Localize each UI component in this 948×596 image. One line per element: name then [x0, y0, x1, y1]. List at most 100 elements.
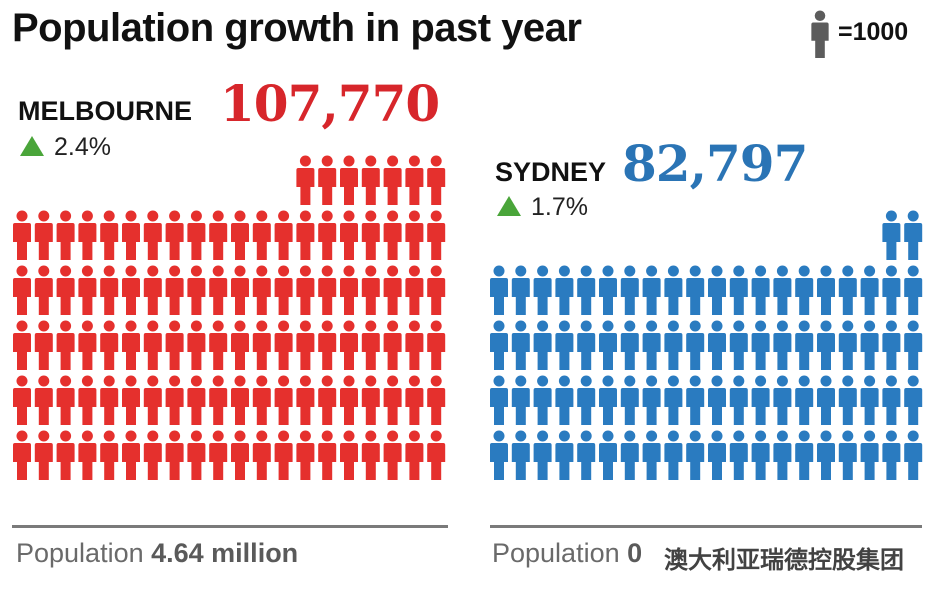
person-icon [56, 375, 75, 425]
person-icon [340, 155, 358, 205]
person-icon [838, 430, 857, 480]
person-icon [361, 210, 380, 260]
person-icon [318, 265, 337, 315]
person-icon [296, 375, 315, 425]
person-icon [882, 320, 901, 370]
person-icon [811, 10, 829, 58]
person-icon [860, 430, 879, 480]
person-icon [405, 320, 424, 370]
divider-sydney [490, 525, 922, 528]
person-icon [78, 375, 97, 425]
person-icon [686, 430, 705, 480]
person-icon [751, 375, 770, 425]
person-icon [231, 375, 249, 425]
person-icon [296, 265, 315, 315]
person-icon [187, 265, 206, 315]
growth-change-sydney: 1.7% [497, 193, 588, 222]
person-icon [274, 430, 293, 480]
person-icon [511, 265, 530, 315]
person-icon [427, 430, 446, 480]
person-icon [708, 430, 726, 480]
person-icon [664, 375, 683, 425]
person-icon [296, 320, 315, 370]
person-icon [165, 210, 184, 260]
person-icon [405, 210, 424, 260]
person-icon [13, 375, 31, 425]
person-icon [78, 320, 97, 370]
person-icon [122, 375, 140, 425]
person-icon [252, 210, 271, 260]
person-icon [599, 265, 617, 315]
person-icon [143, 210, 162, 260]
person-icon [187, 375, 206, 425]
population-melbourne: Population 4.64 million [16, 538, 298, 569]
person-icon [664, 320, 683, 370]
up-triangle-icon [20, 136, 44, 156]
person-icon [729, 320, 748, 370]
series-sydney [490, 210, 923, 480]
person-icon [405, 265, 424, 315]
person-icon [599, 320, 617, 370]
population-label: Population [16, 538, 144, 568]
person-icon [100, 210, 119, 260]
person-icon [318, 320, 337, 370]
person-icon [708, 320, 726, 370]
growth-value-sydney: 82,797 [622, 134, 808, 193]
growth-change-melbourne: 2.4% [20, 133, 111, 162]
person-icon [296, 430, 315, 480]
person-icon [511, 320, 530, 370]
person-icon [340, 430, 358, 480]
person-icon [56, 320, 75, 370]
person-icon [751, 320, 770, 370]
population-sydney: Population 0 [492, 538, 642, 569]
person-icon [296, 155, 315, 205]
person-icon [252, 430, 271, 480]
person-icon [427, 155, 446, 205]
person-icon [13, 265, 31, 315]
person-icon [340, 320, 358, 370]
person-icon [620, 320, 639, 370]
person-icon [405, 375, 424, 425]
person-icon [708, 375, 726, 425]
person-icon [274, 265, 293, 315]
person-icon [751, 265, 770, 315]
person-icon [686, 375, 705, 425]
person-icon [187, 320, 206, 370]
person-icon [904, 430, 923, 480]
person-icon [274, 375, 293, 425]
person-icon [231, 265, 249, 315]
up-triangle-icon [497, 196, 521, 216]
person-icon [340, 265, 358, 315]
person-icon [577, 320, 596, 370]
person-icon [620, 265, 639, 315]
person-icon [533, 320, 552, 370]
person-icon [361, 375, 380, 425]
person-icon [143, 430, 162, 480]
person-icon [405, 155, 424, 205]
divider-melbourne [12, 525, 448, 528]
person-icon [13, 430, 31, 480]
person-icon [100, 375, 119, 425]
person-icon [427, 375, 446, 425]
person-icon [427, 320, 446, 370]
person-icon [904, 320, 923, 370]
person-icon [577, 375, 596, 425]
person-icon [751, 430, 770, 480]
person-icon [56, 210, 75, 260]
person-icon [490, 320, 508, 370]
person-icon [209, 430, 228, 480]
person-icon [165, 265, 184, 315]
person-icon [773, 430, 792, 480]
person-icon [34, 375, 53, 425]
person-icon [274, 320, 293, 370]
person-icon [78, 210, 97, 260]
person-icon [708, 265, 726, 315]
person-icon [427, 210, 446, 260]
person-icon [209, 320, 228, 370]
person-icon [838, 320, 857, 370]
person-icon [100, 430, 119, 480]
person-icon [252, 265, 271, 315]
person-icon [187, 210, 206, 260]
person-icon [599, 430, 617, 480]
